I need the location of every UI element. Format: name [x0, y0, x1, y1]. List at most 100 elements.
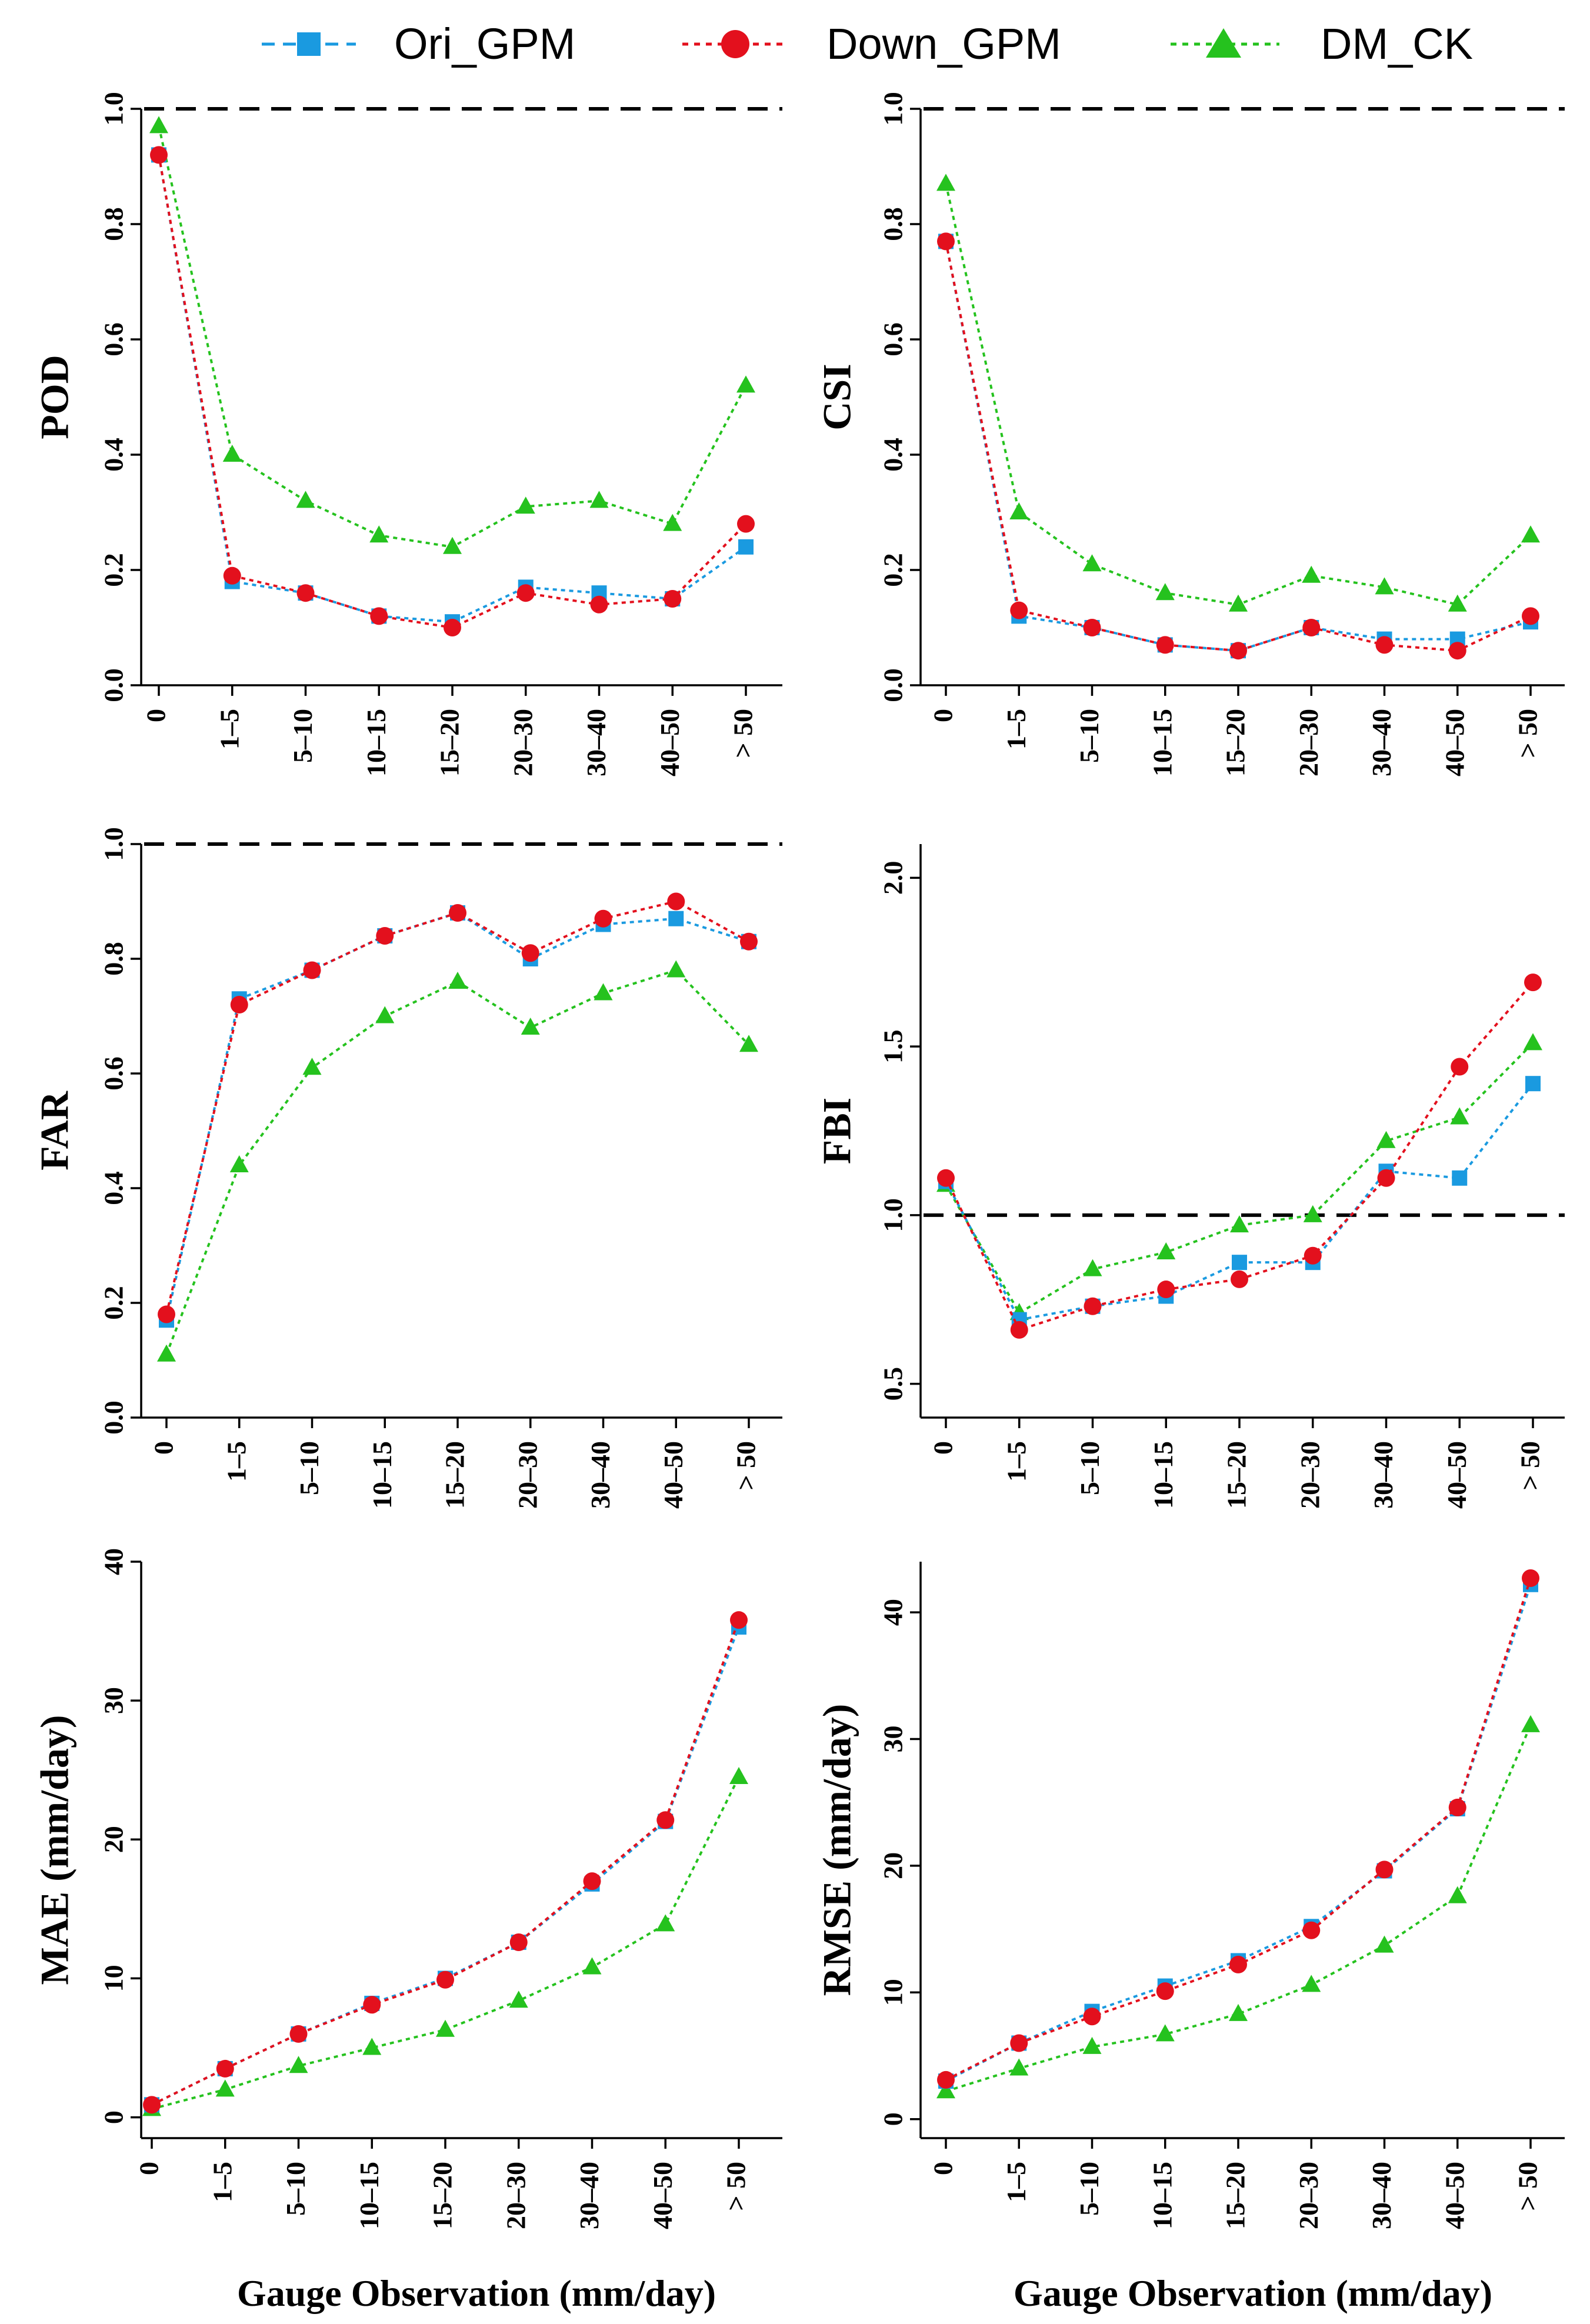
- legend-marker-dm-ck: [1206, 28, 1241, 58]
- csi-point-dm-ck: [1521, 525, 1540, 543]
- csi-x-tick-label: 40–50: [1439, 709, 1469, 776]
- rmse-y-tick-label: 0: [878, 2112, 908, 2126]
- fbi-point-dm-ck: [1083, 1259, 1102, 1276]
- fbi-x-tick-label: 15–20: [1222, 1441, 1252, 1509]
- pod-point-dm-ck: [736, 375, 755, 393]
- mae-y-tick-label: 20: [99, 1826, 129, 1853]
- fbi-y-axis-title: FBI: [815, 1098, 859, 1164]
- far-point-dm-ck: [229, 1155, 249, 1172]
- pod-point-down-gpm: [296, 584, 315, 602]
- mae-y-tick-label: 10: [99, 1965, 129, 1992]
- rmse-point-down-gpm: [1010, 2034, 1028, 2052]
- rmse-point-down-gpm: [1229, 1955, 1247, 1973]
- legend-label-dm-ck: DM_CK: [1321, 19, 1473, 68]
- pod-y-tick-label: 0.0: [99, 668, 129, 702]
- pod-x-tick-label: 10–15: [361, 709, 391, 776]
- fbi-point-down-gpm: [1231, 1270, 1248, 1288]
- rmse-x-tick-label: 15–20: [1221, 2162, 1251, 2229]
- mae-x-tick-label: 30–40: [574, 2162, 604, 2229]
- mae-x-tick-label: 5–10: [281, 2162, 311, 2216]
- legend-item-dm-ck: DM_CK: [1171, 19, 1473, 68]
- mae-x-tick-label: 0: [134, 2162, 164, 2175]
- csi-point-dm-ck: [1082, 554, 1102, 572]
- mae-x-tick-label: 20–30: [501, 2162, 531, 2229]
- fbi-x-tick-label: 30–40: [1368, 1441, 1398, 1509]
- csi-x-tick-label: 0: [928, 709, 958, 722]
- legend-label-down-gpm: Down_GPM: [826, 19, 1061, 68]
- far-point-ori-gpm: [668, 911, 684, 926]
- mae-point-down-gpm: [583, 1872, 601, 1890]
- csi-y-tick-label: 0.2: [878, 553, 908, 587]
- csi-point-dm-ck: [1009, 502, 1029, 519]
- csi-x-tick-label: > 50: [1513, 709, 1543, 758]
- pod-point-down-gpm: [370, 607, 388, 625]
- fbi-line-dm-ck: [945, 1042, 1534, 1315]
- pod-series-ori-gpm: [151, 147, 754, 630]
- fbi-series-ori-gpm: [938, 1076, 1541, 1328]
- rmse-point-dm-ck: [1448, 1886, 1467, 1903]
- csi-y-tick-label: 0.6: [878, 322, 908, 356]
- far-series-down-gpm: [158, 892, 758, 1323]
- rmse-point-dm-ck: [1521, 1715, 1540, 1732]
- pod-series-down-gpm: [150, 146, 755, 636]
- fbi-line-ori-gpm: [945, 1082, 1534, 1321]
- pod-point-dm-ck: [222, 445, 242, 462]
- panel-mae: 0 10 20 30 40 0 1–5 5–10 10–15 15–20 20–30 30–40 40–…: [32, 1548, 782, 2229]
- csi-x-tick-label: 1–5: [1001, 709, 1031, 749]
- fbi-point-dm-ck: [1303, 1205, 1322, 1222]
- mae-y-tick-label: 0: [99, 2110, 129, 2124]
- mae-series-ori-gpm: [144, 1619, 746, 2113]
- far-series-dm-ck: [157, 960, 758, 1362]
- csi-x-tick-label: 20–30: [1294, 709, 1324, 776]
- rmse-x-tick-label: 1–5: [1001, 2162, 1031, 2202]
- rmse-point-dm-ck: [1082, 2036, 1102, 2054]
- mae-point-down-gpm: [363, 1996, 381, 2014]
- fbi-point-ori-gpm: [1452, 1170, 1468, 1186]
- mae-point-dm-ck: [215, 2079, 235, 2097]
- fbi-line-down-gpm: [945, 981, 1534, 1332]
- far-line-down-gpm: [165, 900, 749, 1315]
- pod-point-dm-ck: [149, 116, 168, 134]
- panels: 0.0 0.2 0.4 0.6 0.8 1.0 0 1–5 5–10 10–15 15–20 20–3…: [32, 92, 1565, 2229]
- legend-marker-ori-gpm: [297, 32, 321, 56]
- csi-x-tick-label: 15–20: [1221, 709, 1251, 776]
- rmse-point-down-gpm: [937, 2070, 955, 2089]
- mae-x-tick-label: > 50: [721, 2162, 751, 2211]
- mae-y-tick-label: 30: [99, 1687, 129, 1714]
- mae-line-down-gpm: [151, 1619, 740, 2106]
- fbi-y-tick-label: 0.5: [878, 1367, 908, 1401]
- far-point-down-gpm: [449, 904, 466, 922]
- pod-point-dm-ck: [589, 491, 609, 508]
- csi-point-down-gpm: [1302, 619, 1321, 636]
- csi-line-dm-ck: [945, 183, 1532, 606]
- far-point-dm-ck: [448, 972, 467, 989]
- csi-x-tick-label: 30–40: [1366, 709, 1396, 776]
- pod-point-down-gpm: [516, 584, 535, 602]
- csi-point-dm-ck: [1375, 577, 1394, 595]
- pod-y-tick-label: 0.6: [99, 322, 129, 356]
- far-point-dm-ck: [521, 1018, 540, 1035]
- rmse-x-tick-label: 10–15: [1147, 2162, 1177, 2229]
- fbi-point-dm-ck: [1376, 1131, 1396, 1148]
- fbi-point-dm-ck: [1230, 1215, 1249, 1233]
- csi-point-dm-ck: [1229, 594, 1248, 612]
- fbi-point-down-gpm: [1377, 1169, 1395, 1187]
- pod-point-dm-ck: [516, 496, 535, 514]
- pod-y-axis-title: POD: [32, 355, 77, 439]
- csi-y-tick-label: 1.0: [878, 92, 908, 126]
- rmse-x-tick-label: 5–10: [1074, 2162, 1104, 2216]
- far-point-dm-ck: [157, 1344, 176, 1362]
- legend-item-ori-gpm: Ori_GPM: [262, 19, 575, 68]
- far-point-dm-ck: [302, 1058, 322, 1075]
- pod-x-tick-label: 15–20: [435, 709, 465, 776]
- csi-y-tick-label: 0.0: [878, 668, 908, 702]
- rmse-point-down-gpm: [1375, 1860, 1394, 1879]
- csi-point-down-gpm: [1010, 601, 1028, 619]
- pod-line-down-gpm: [158, 155, 747, 629]
- rmse-x-tick-label: 40–50: [1439, 2162, 1469, 2229]
- pod-point-down-gpm: [444, 619, 461, 636]
- pod-point-dm-ck: [663, 514, 682, 531]
- pod-x-tick-label: 30–40: [581, 709, 611, 776]
- fbi-point-down-gpm: [1084, 1297, 1102, 1315]
